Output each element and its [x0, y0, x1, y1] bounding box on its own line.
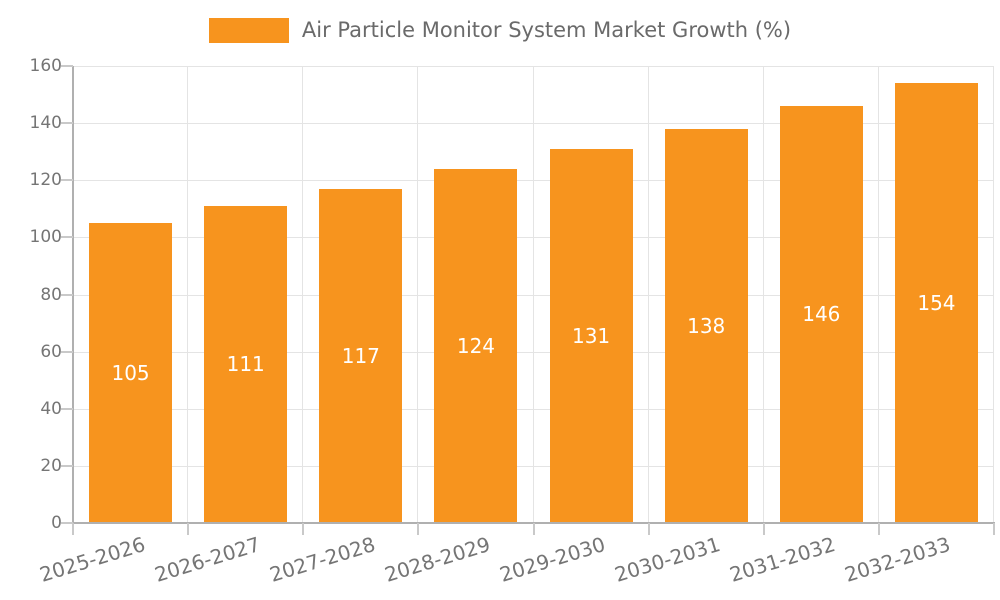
gridline-vertical	[187, 66, 189, 523]
bar-2032-2033: 154	[894, 83, 978, 523]
y-tick-label: 100	[29, 227, 62, 248]
x-tick-label: 2032-2033	[842, 532, 954, 587]
bar-value-label: 146	[802, 302, 841, 327]
bar-value-label: 105	[111, 361, 150, 386]
y-tick-label: 60	[40, 341, 62, 362]
gridline-horizontal	[73, 66, 994, 67]
gridline-vertical	[762, 66, 764, 523]
gridline-vertical	[993, 66, 994, 523]
bar-2029-2030: 131	[549, 148, 633, 523]
x-tick-label: 2026-2027	[151, 532, 263, 587]
bar-value-label: 124	[456, 333, 496, 358]
bar-2028-2029: 124	[434, 168, 518, 523]
y-axis-tick	[61, 407, 73, 410]
y-axis-tick	[61, 350, 73, 353]
x-tick-label: 2028-2029	[381, 532, 493, 587]
y-tick-label: 80	[40, 284, 62, 305]
gridline-vertical	[647, 66, 649, 523]
bar-value-label: 117	[341, 343, 380, 368]
gridline-horizontal	[73, 408, 994, 410]
y-axis	[72, 66, 74, 523]
y-tick-label: 20	[40, 455, 62, 476]
x-axis-tick	[647, 523, 650, 535]
legend-label: Air Particle Monitor System Market Growt…	[301, 18, 792, 42]
plot-area: 105 111 117 124 131 138 146 154	[73, 66, 994, 523]
y-tick-label: 40	[40, 398, 62, 419]
y-axis-tick	[61, 522, 73, 524]
x-axis-tick	[417, 523, 420, 535]
y-axis-tick	[61, 464, 73, 467]
gridline-vertical	[417, 66, 419, 523]
bar-value-label: 131	[571, 323, 611, 348]
bar-2030-2031: 138	[664, 128, 748, 523]
gridline-horizontal	[73, 180, 994, 182]
y-tick-label: 0	[51, 513, 62, 533]
y-axis-tick	[61, 293, 73, 296]
y-axis-tick	[61, 179, 73, 182]
gridline-horizontal	[73, 123, 994, 125]
y-axis-tick	[61, 236, 73, 239]
gridline-vertical	[302, 66, 304, 523]
x-axis-tick	[993, 523, 995, 535]
x-axis-tick	[762, 523, 765, 535]
x-axis-tick	[302, 523, 305, 535]
bar-2026-2027: 111	[204, 205, 288, 523]
legend: Air Particle Monitor System Market Growt…	[0, 14, 1000, 46]
gridline-vertical	[532, 66, 534, 523]
x-axis-tick	[532, 523, 535, 535]
bar-2031-2032: 146	[779, 105, 863, 523]
gridline-horizontal	[73, 351, 994, 353]
bar-2027-2028: 117	[319, 188, 403, 523]
x-tick-label: 2031-2032	[727, 532, 839, 587]
x-axis-tick	[187, 523, 190, 535]
legend-swatch	[208, 17, 289, 43]
x-tick-label: 2025-2026	[36, 532, 148, 587]
y-tick-label: 160	[29, 56, 62, 76]
x-tick-label: 2027-2028	[266, 532, 378, 587]
gridline-horizontal	[73, 237, 994, 239]
gridline-horizontal	[73, 294, 994, 296]
y-tick-label: 140	[29, 113, 62, 134]
bar-2025-2026: 105	[89, 223, 173, 523]
x-tick-label: 2029-2030	[496, 532, 609, 587]
x-tick-label: 2030-2031	[611, 532, 724, 587]
bar-value-label: 111	[226, 352, 265, 377]
x-axis-tick	[877, 523, 880, 535]
bar-value-label: 138	[687, 313, 726, 338]
y-axis-tick	[61, 65, 73, 67]
gridline-horizontal	[73, 465, 994, 467]
y-axis-tick	[61, 122, 73, 125]
x-axis-tick	[72, 523, 74, 535]
y-tick-label: 120	[29, 170, 62, 191]
bar-value-label: 154	[917, 291, 956, 316]
gridline-vertical	[877, 66, 879, 523]
